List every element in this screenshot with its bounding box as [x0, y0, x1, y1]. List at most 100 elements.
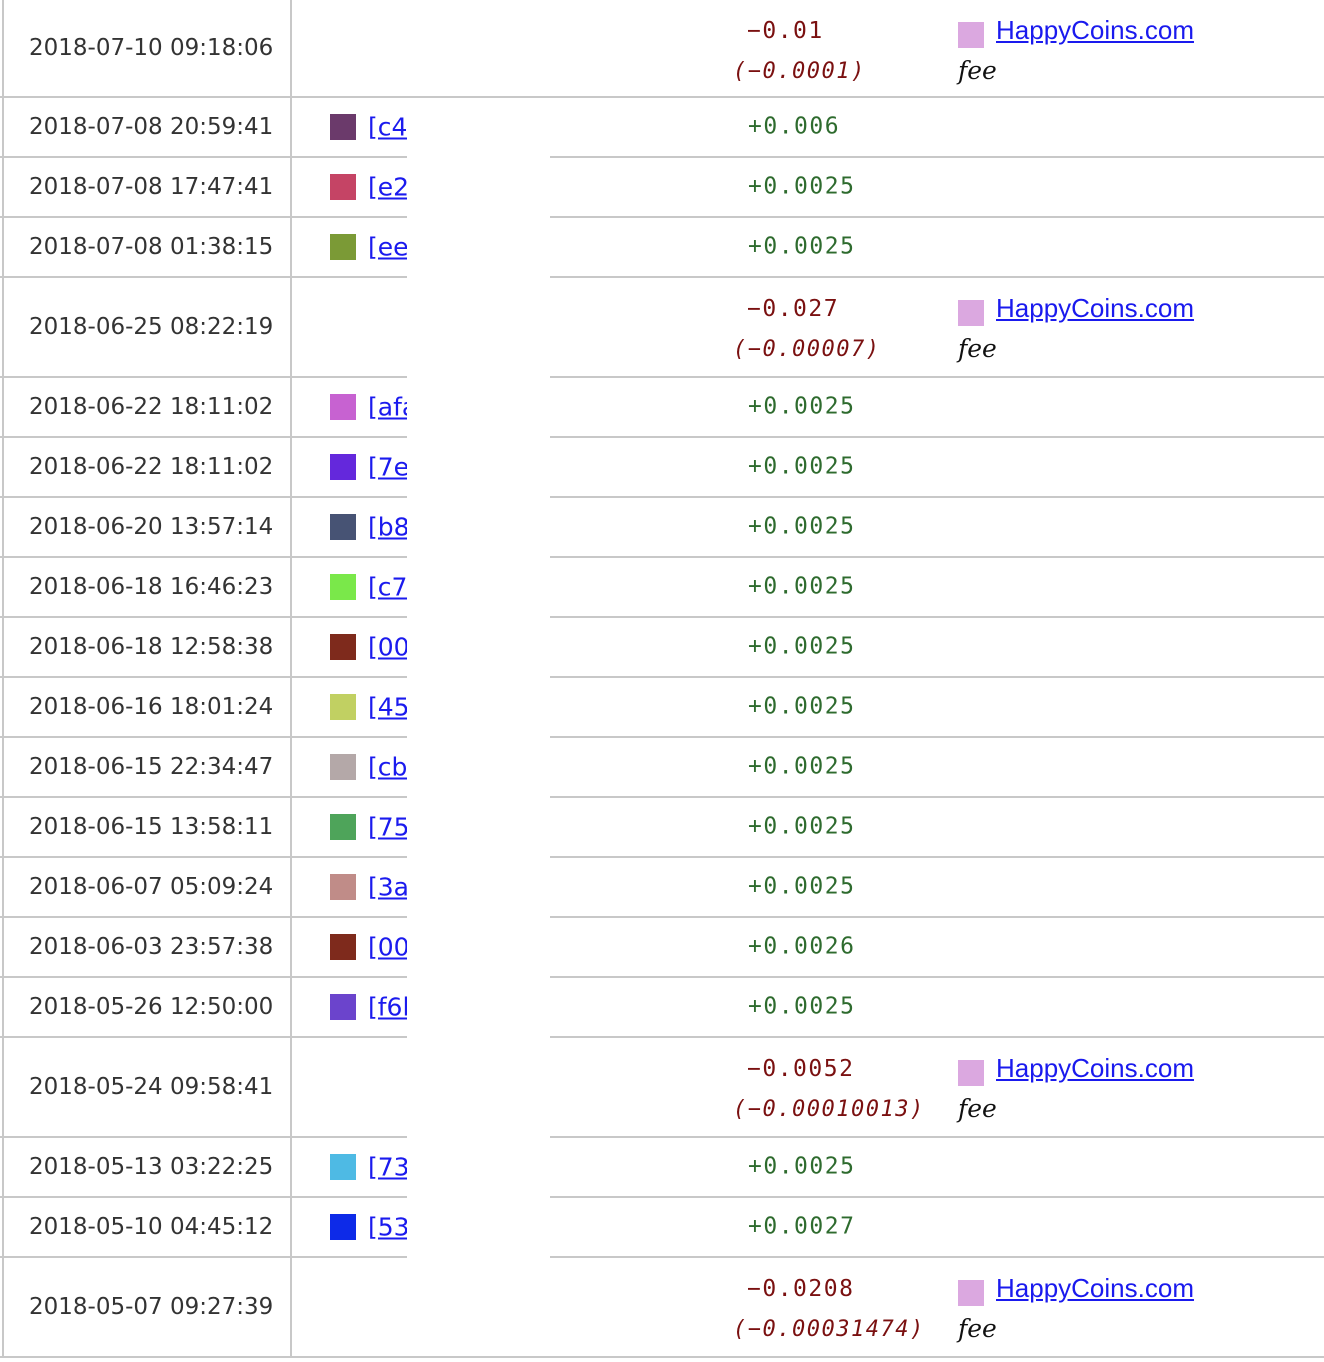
transaction-row-incoming: 2018-06-15 13:58:11 [75 +0.0025 — [0, 798, 1324, 858]
amount-received: +0.0025 — [748, 573, 856, 600]
transaction-row-incoming: 2018-06-07 05:09:24 [3a +0.0025 — [0, 858, 1324, 918]
transaction-row-incoming: 2018-06-03 23:57:38 [00 +0.0026 — [0, 918, 1324, 978]
amount-received: +0.0026 — [748, 933, 856, 960]
transaction-row-incoming: 2018-05-10 04:45:12 [53 +0.0027 — [0, 1198, 1324, 1258]
amount-received: +0.0027 — [748, 1213, 856, 1240]
column-separator — [290, 438, 292, 496]
fee-label: fee — [958, 1314, 997, 1343]
row-left-border — [2, 978, 4, 1036]
fee-label: fee — [958, 56, 997, 85]
amount-received: +0.006 — [748, 113, 841, 140]
address-color-swatch — [330, 174, 356, 200]
transaction-row-outgoing: 2018-05-24 09:58:41 −0.0052 (−0.00010013) H… — [0, 1038, 1324, 1138]
transaction-row-incoming: 2018-06-22 18:11:02 [afa +0.0025 — [0, 378, 1324, 438]
transaction-date: 2018-07-08 20:59:41 — [29, 114, 274, 140]
transaction-date: 2018-06-16 18:01:24 — [29, 694, 274, 720]
row-left-border — [2, 1258, 4, 1356]
address-link[interactable]: [00 — [368, 632, 407, 662]
address-color-swatch — [330, 514, 356, 540]
address-color-swatch — [330, 1214, 356, 1240]
transaction-row-incoming: 2018-06-22 18:11:02 [7e +0.0025 — [0, 438, 1324, 498]
address-link[interactable]: [00 — [368, 932, 407, 962]
amount-received: +0.0025 — [748, 873, 856, 900]
transaction-row-incoming: 2018-06-18 16:46:23 [c7 +0.0025 — [0, 558, 1324, 618]
address-link[interactable]: [73 — [368, 1152, 407, 1182]
address-color-swatch — [330, 694, 356, 720]
transaction-row-outgoing: 2018-06-25 08:22:19 −0.027 (−0.00007) Happy… — [0, 278, 1324, 378]
row-left-border — [2, 618, 4, 676]
row-left-border — [2, 438, 4, 496]
address-color-swatch — [330, 994, 356, 1020]
transaction-date: 2018-06-15 13:58:11 — [29, 814, 274, 840]
address-color-swatch — [330, 234, 356, 260]
address-link[interactable]: [b8 — [368, 512, 407, 542]
transaction-date: 2018-05-13 03:22:25 — [29, 1154, 274, 1180]
row-left-border — [2, 918, 4, 976]
fee-amount: (−0.0001) — [733, 59, 866, 84]
transaction-date: 2018-06-22 18:11:02 — [29, 394, 274, 420]
amount-received: +0.0025 — [748, 993, 856, 1020]
amount-received: +0.0025 — [748, 753, 856, 780]
recipient-link[interactable]: HappyCoins.com — [996, 293, 1194, 323]
transaction-date: 2018-06-18 16:46:23 — [29, 574, 274, 600]
recipient-link[interactable]: HappyCoins.com — [996, 15, 1194, 45]
fee-label: fee — [958, 1094, 997, 1123]
address-color-swatch — [330, 574, 356, 600]
column-separator — [290, 98, 292, 156]
fee-amount: (−0.00031474) — [733, 1317, 925, 1342]
address-color-swatch — [330, 934, 356, 960]
transaction-row-outgoing: 2018-07-10 09:18:06 −0.01 (−0.0001) HappyCo… — [0, 0, 1324, 98]
column-separator — [290, 858, 292, 916]
amount-sent: −0.01 — [747, 18, 824, 44]
amount-sent: −0.0208 — [747, 1276, 855, 1302]
column-separator — [290, 0, 292, 96]
row-left-border — [2, 278, 4, 376]
transaction-date: 2018-05-24 09:58:41 — [29, 1074, 274, 1100]
transaction-date: 2018-05-07 09:27:39 — [29, 1294, 274, 1320]
column-separator — [290, 558, 292, 616]
transaction-row-incoming: 2018-07-08 20:59:41 [c4 +0.006 — [0, 98, 1324, 158]
recipient-link[interactable]: HappyCoins.com — [996, 1053, 1194, 1083]
address-link[interactable]: [ee — [368, 232, 407, 262]
transaction-date: 2018-07-08 17:47:41 — [29, 174, 274, 200]
column-separator — [290, 798, 292, 856]
address-link[interactable]: [c7 — [368, 572, 407, 602]
row-left-border — [2, 0, 4, 96]
address-link[interactable]: [75 — [368, 812, 407, 842]
transaction-date: 2018-05-10 04:45:12 — [29, 1214, 274, 1240]
amount-received: +0.0025 — [748, 633, 856, 660]
transaction-date: 2018-06-18 12:58:38 — [29, 634, 274, 660]
row-left-border — [2, 558, 4, 616]
transaction-row-incoming: 2018-06-20 13:57:14 [b8 +0.0025 — [0, 498, 1324, 558]
row-left-border — [2, 1138, 4, 1196]
column-separator — [290, 1198, 292, 1256]
transaction-row-incoming: 2018-05-13 03:22:25 [73 +0.0025 — [0, 1138, 1324, 1198]
recipient-link[interactable]: HappyCoins.com — [996, 1273, 1194, 1303]
column-separator — [290, 978, 292, 1036]
recipient-color-swatch — [958, 300, 984, 326]
column-separator — [290, 618, 292, 676]
transaction-row-incoming: 2018-07-08 01:38:15 [ee +0.0025 — [0, 218, 1324, 278]
address-link[interactable]: [cb — [368, 752, 407, 782]
address-link[interactable]: [7e — [368, 452, 407, 482]
column-separator — [290, 378, 292, 436]
row-left-border — [2, 158, 4, 216]
address-link[interactable]: [e2 — [368, 172, 407, 202]
address-color-swatch — [330, 874, 356, 900]
column-separator — [290, 158, 292, 216]
address-link[interactable]: [53 — [368, 1212, 407, 1242]
column-separator — [290, 1258, 292, 1356]
address-color-swatch — [330, 754, 356, 780]
address-link[interactable]: [45 — [368, 692, 407, 722]
fee-amount: (−0.00007) — [733, 337, 881, 362]
row-left-border — [2, 858, 4, 916]
address-link[interactable]: [c4 — [368, 112, 407, 142]
address-link[interactable]: [afa — [368, 392, 407, 422]
row-left-border — [2, 98, 4, 156]
address-link[interactable]: [3a — [368, 872, 407, 902]
amount-sent: −0.0052 — [747, 1056, 855, 1082]
transaction-date: 2018-06-22 18:11:02 — [29, 454, 274, 480]
amount-received: +0.0025 — [748, 233, 856, 260]
row-left-border — [2, 738, 4, 796]
address-link[interactable]: [f6l — [368, 992, 407, 1022]
